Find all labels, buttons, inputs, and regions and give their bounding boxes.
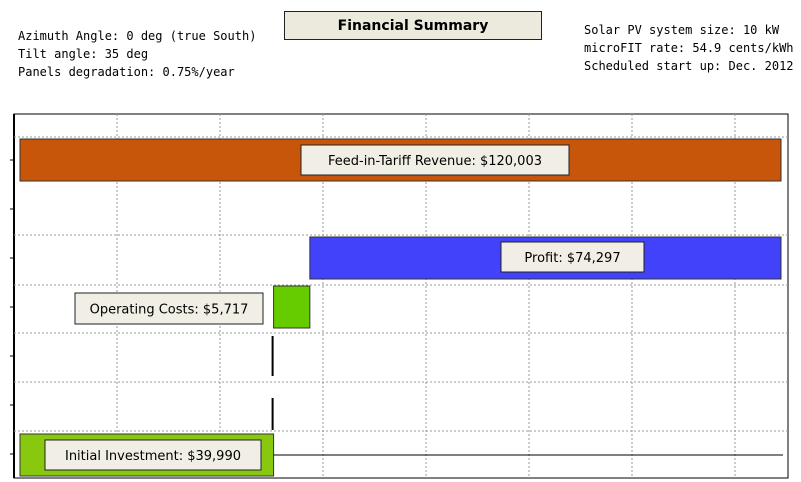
feed-in-tariff-revenue-label: Feed-in-Tariff Revenue: $120,003 bbox=[328, 154, 542, 169]
operating-costs-label: Operating Costs: $5,717 bbox=[90, 303, 249, 318]
panels-degradation-text: Panels degradation: 0.75%/year bbox=[18, 65, 235, 79]
start-up-date-text: Scheduled start up: Dec. 2012 bbox=[584, 59, 794, 73]
tilt-angle-text: Tilt angle: 35 deg bbox=[18, 47, 149, 61]
system-parameters-left: Azimuth Angle: 0 deg (true South) Tilt a… bbox=[18, 27, 256, 81]
microfit-rate-text: microFIT rate: 54.9 cents/kWh bbox=[584, 41, 794, 55]
profit-label-box bbox=[500, 241, 645, 273]
operating-costs-label-box bbox=[74, 292, 264, 325]
operating-costs-bar bbox=[273, 285, 311, 329]
initial-investment-label: Initial Investment: $39,990 bbox=[65, 449, 241, 464]
initial-investment-label-box bbox=[44, 439, 262, 471]
feed-in-tariff-revenue-label-box bbox=[300, 144, 570, 176]
profit-label: Profit: $74,297 bbox=[524, 251, 620, 266]
azimuth-angle-text: Azimuth Angle: 0 deg (true South) bbox=[18, 29, 257, 43]
system-size-text: Solar PV system size: 10 kW bbox=[584, 23, 780, 37]
system-parameters-right: Solar PV system size: 10 kW microFIT rat… bbox=[584, 21, 794, 75]
chart-title: Financial Summary bbox=[284, 11, 542, 40]
